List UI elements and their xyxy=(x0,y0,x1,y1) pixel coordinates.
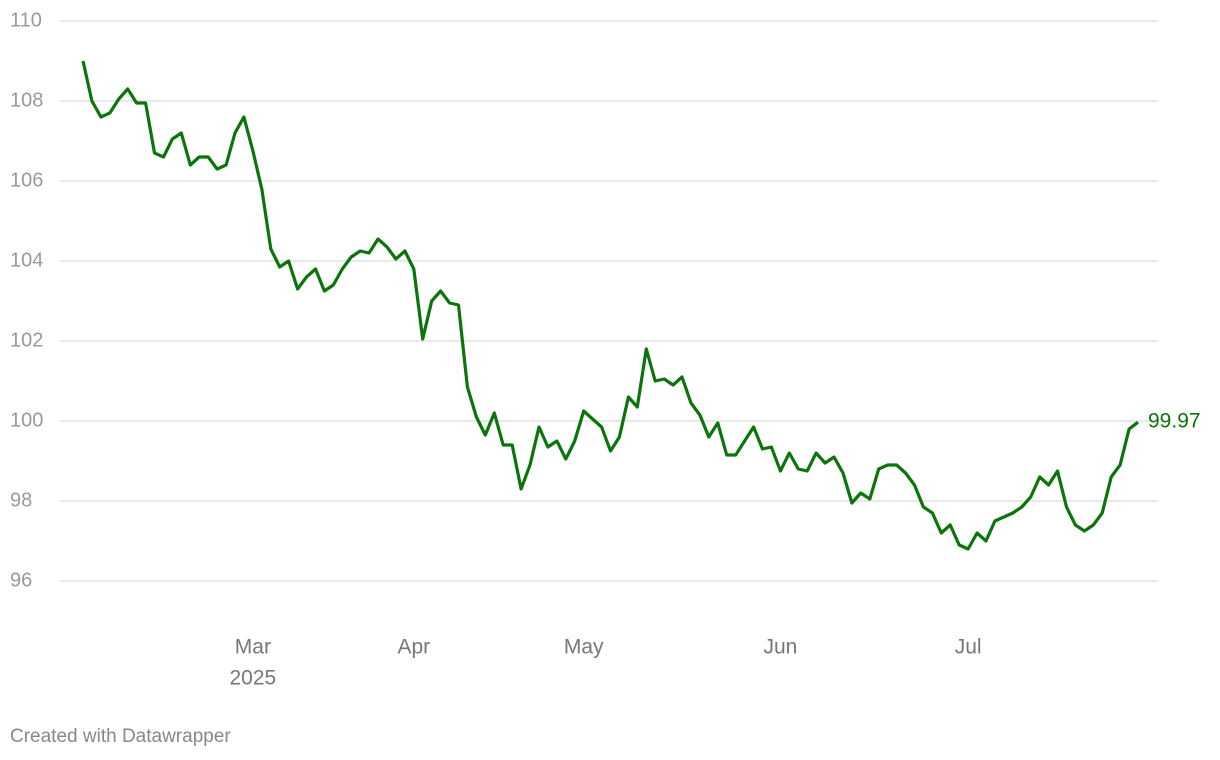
x-sublabel: 2025 xyxy=(230,667,277,690)
x-tick-label: Mar xyxy=(235,636,271,659)
x-tick-label: Jun xyxy=(763,636,797,659)
line xyxy=(81,60,1139,551)
x-tick-label: Jul xyxy=(955,636,982,659)
y-tick-label: 110 xyxy=(10,9,42,31)
y-tick-label: 98 xyxy=(10,489,32,511)
credit: Created with Datawrapper xyxy=(10,726,231,747)
y-tick-label: 102 xyxy=(10,329,43,351)
x-tick-label: Apr xyxy=(397,636,430,659)
y-tick-label: 108 xyxy=(10,89,43,111)
y-tick-label: 104 xyxy=(10,249,43,271)
y-tick-label: 106 xyxy=(10,169,43,191)
x-tick-label: May xyxy=(564,636,604,659)
y-tick-label: 100 xyxy=(10,409,43,431)
end-label: 99.97 xyxy=(1148,410,1201,433)
y-tick-label: 96 xyxy=(10,569,32,591)
